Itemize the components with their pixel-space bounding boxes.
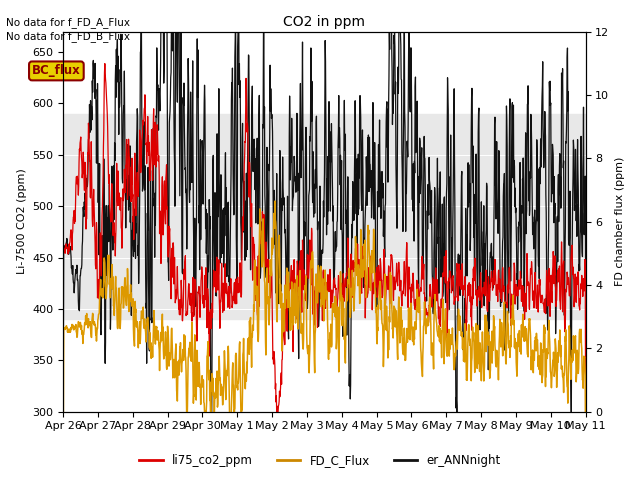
Text: No data for f_FD_B_Flux: No data for f_FD_B_Flux	[6, 31, 131, 42]
Y-axis label: FD chamber flux (ppm): FD chamber flux (ppm)	[615, 157, 625, 286]
Title: CO2 in ppm: CO2 in ppm	[284, 15, 365, 29]
Text: BC_flux: BC_flux	[32, 64, 81, 77]
Bar	[63, 114, 586, 319]
Y-axis label: Li-7500 CO2 (ppm): Li-7500 CO2 (ppm)	[17, 169, 27, 275]
Text: No data for f_FD_A_Flux: No data for f_FD_A_Flux	[6, 17, 131, 28]
Legend: li75_co2_ppm, FD_C_Flux, er_ANNnight: li75_co2_ppm, FD_C_Flux, er_ANNnight	[134, 449, 506, 472]
